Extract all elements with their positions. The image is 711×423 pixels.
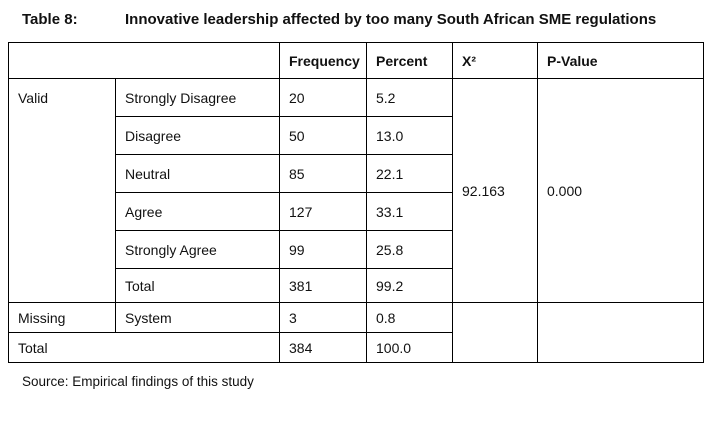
header-blank [8, 42, 280, 79]
p-value-empty-cell [537, 302, 704, 363]
percent-cell: 25.8 [366, 230, 453, 269]
percent-cell: 22.1 [366, 154, 453, 193]
group-cell-missing: Missing [8, 302, 116, 333]
frequency-cell: 127 [279, 192, 367, 231]
group-cell-valid: Valid [8, 78, 116, 303]
table-row: Strongly Agree 99 25.8 [9, 230, 704, 269]
item-cell: Total [115, 268, 280, 303]
header-percent: Percent [366, 42, 453, 79]
table-title: Innovative leadership affected by too ma… [125, 11, 657, 28]
percent-cell: 5.2 [366, 78, 453, 117]
percent-cell: 33.1 [366, 192, 453, 231]
header-frequency: Frequency [279, 42, 367, 79]
frequency-table: Frequency Percent X² P-Value Valid Stron… [8, 42, 704, 363]
table-row: Valid Strongly Disagree 20 5.2 92.163 0.… [8, 78, 704, 303]
frequency-cell: 85 [279, 154, 367, 193]
table-row: Missing System 3 0.8 [8, 302, 704, 363]
p-value-cell: 0.000 [537, 78, 704, 303]
frequency-cell: 99 [279, 230, 367, 269]
item-cell: System [115, 302, 280, 333]
item-cell: Strongly Agree [115, 230, 280, 269]
item-cell: Neutral [115, 154, 280, 193]
header-p-value: P-Value [537, 42, 704, 79]
item-cell: Agree [115, 192, 280, 231]
frequency-cell: 3 [279, 302, 367, 333]
table-row: Total 384 100.0 [8, 332, 704, 363]
table-header-row: Frequency Percent X² P-Value [8, 42, 704, 79]
source-note: Source: Empirical findings of this study [22, 374, 254, 389]
percent-cell: 13.0 [366, 116, 453, 155]
table-row: Neutral 85 22.1 [9, 154, 704, 193]
table-row: Agree 127 33.1 [9, 192, 704, 231]
table-caption: Table 8: Innovative leadership affected … [22, 10, 711, 29]
chi-square-empty-cell [452, 302, 538, 363]
frequency-cell: 50 [279, 116, 367, 155]
item-cell: Disagree [115, 116, 280, 155]
frequency-cell: 381 [279, 268, 367, 303]
percent-cell: 100.0 [366, 332, 453, 363]
table-row: Total 381 99.2 [9, 268, 704, 303]
header-chi-square: X² [452, 42, 538, 79]
percent-cell: 0.8 [366, 302, 453, 333]
percent-cell: 99.2 [366, 268, 453, 303]
frequency-cell: 20 [279, 78, 367, 117]
group-cell-total: Total [8, 332, 280, 363]
table-number: Table 8: [22, 11, 78, 28]
chi-square-value-cell: 92.163 [452, 78, 538, 303]
item-cell: Strongly Disagree [115, 78, 280, 117]
frequency-cell: 384 [279, 332, 367, 363]
table-row: Disagree 50 13.0 [9, 116, 704, 155]
